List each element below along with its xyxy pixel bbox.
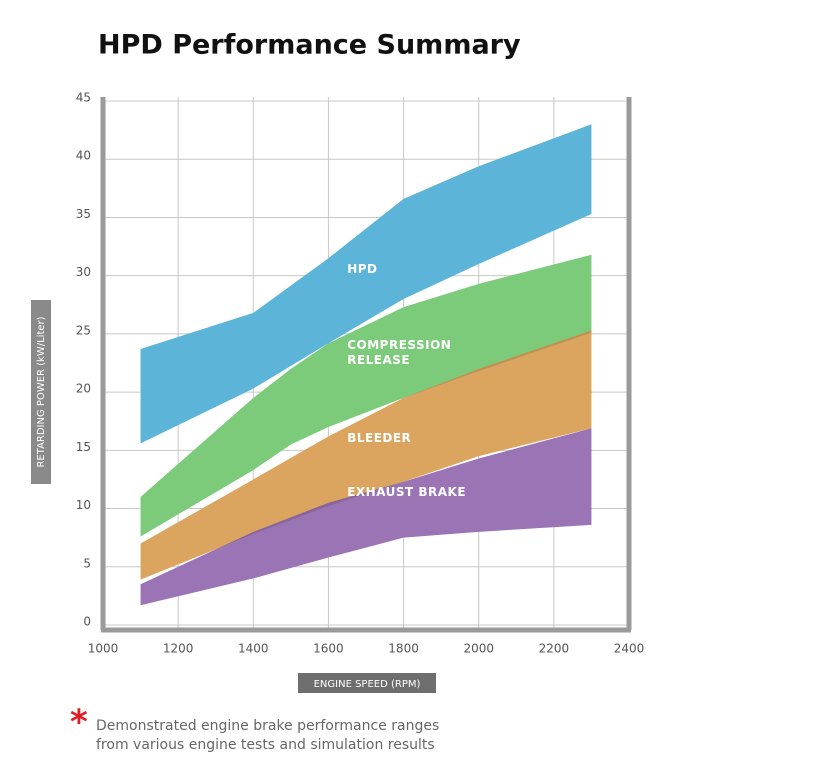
x-tick-label: 1200	[163, 642, 194, 656]
band	[140, 254, 592, 537]
y-tick-label: 45	[76, 91, 91, 105]
y-tick-label: 15	[76, 440, 91, 454]
y-label-box	[31, 300, 51, 484]
y-tick-label: 0	[83, 615, 91, 629]
x-tick-label: 2400	[614, 642, 645, 656]
y-tick-label: 30	[76, 265, 91, 279]
y-tick-label: 10	[76, 498, 91, 512]
band-label: BLEEDER	[347, 430, 412, 445]
footnote: Demonstrated engine brake performance ra…	[96, 718, 440, 753]
band-label: EXHAUST BRAKE	[347, 485, 467, 500]
chart-title: HPD Performance Summary	[98, 30, 521, 61]
x-tick-label: 1000	[88, 642, 119, 656]
x-tick-label: 1600	[313, 642, 344, 656]
y-tick-label: 25	[76, 323, 91, 337]
x-tick-label: 1400	[238, 642, 269, 656]
x-axis-label: ENGINE SPEED (RPM)	[314, 679, 421, 690]
y-tick-label: 5	[83, 556, 91, 570]
band	[140, 124, 592, 444]
band-label: COMPRESSION RELEASE	[347, 337, 452, 367]
y-tick-label: 35	[76, 207, 91, 221]
x-tick-label: 2200	[539, 642, 570, 656]
band-label: HPD	[347, 261, 378, 276]
y-axis-label: RETARDING POWER (kW/Liter)	[36, 316, 47, 467]
band	[140, 330, 592, 580]
x-tick-label: 2000	[463, 642, 494, 656]
x-tick-label: 1800	[388, 642, 419, 656]
x-label-box	[298, 673, 436, 693]
asterisk: *	[70, 703, 88, 743]
y-tick-label: 20	[76, 382, 91, 396]
y-tick-label: 40	[76, 149, 91, 163]
band	[140, 428, 592, 606]
